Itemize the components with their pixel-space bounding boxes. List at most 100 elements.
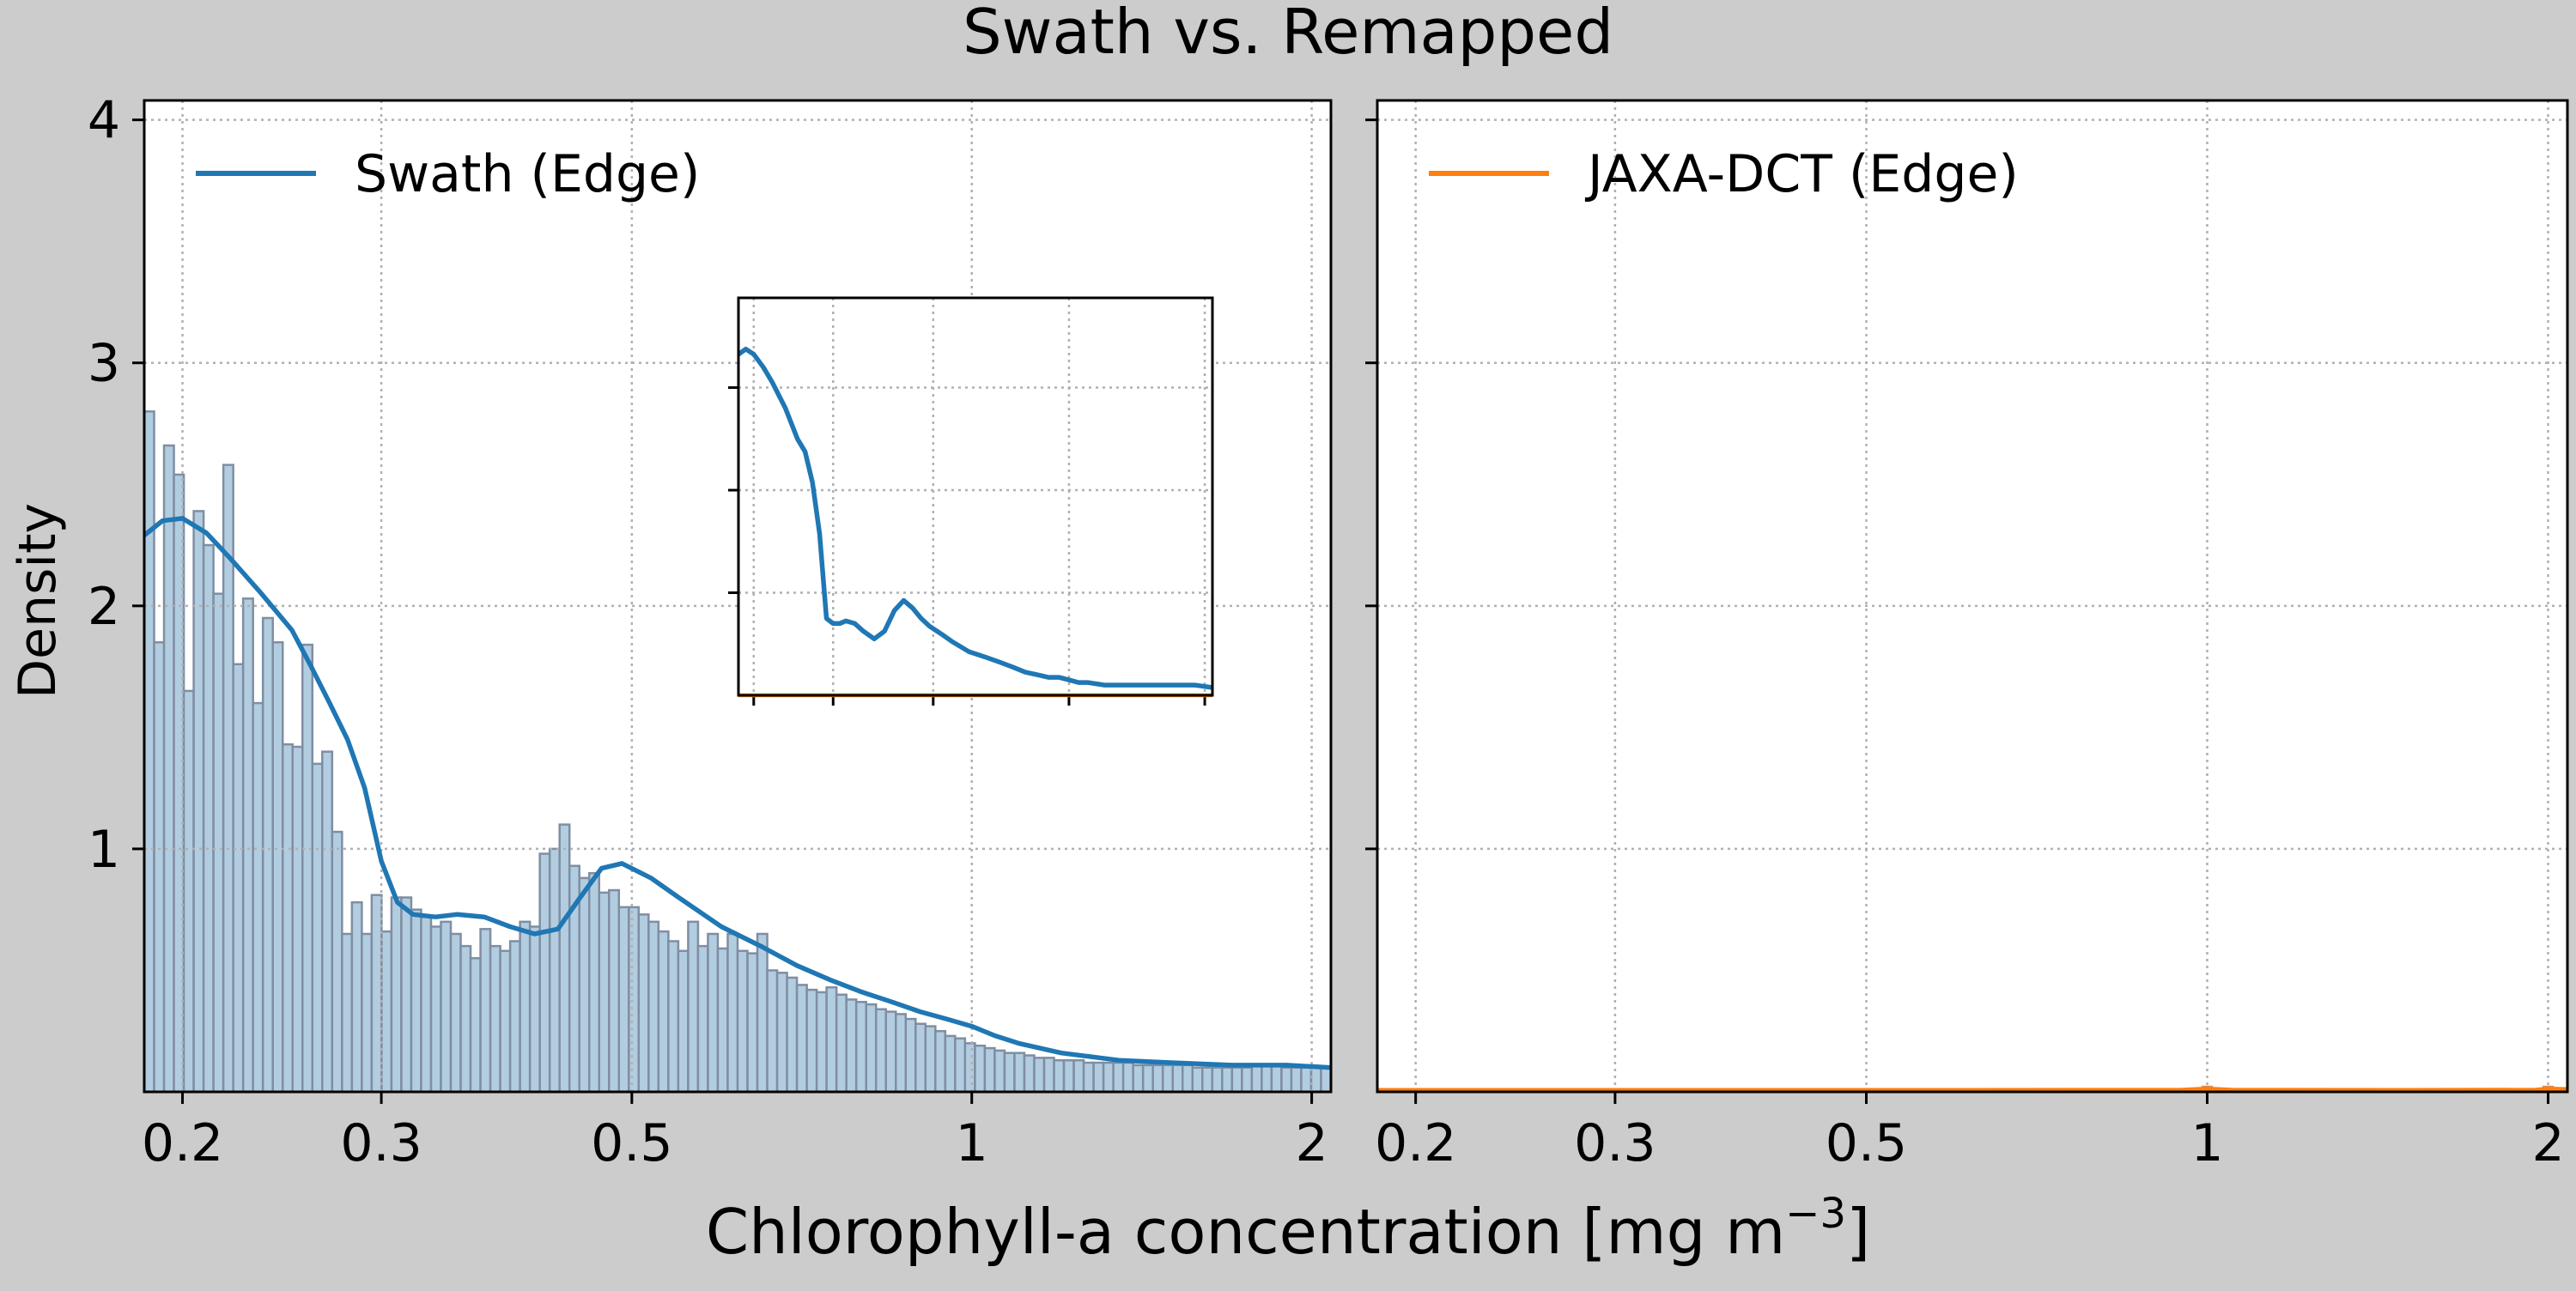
left-histogram-bar bbox=[845, 998, 858, 1094]
left-histogram-bar bbox=[341, 932, 354, 1094]
right-kde-line bbox=[1377, 1086, 2568, 1094]
left-histogram-bar bbox=[904, 1017, 917, 1094]
left-histogram-bar bbox=[895, 1013, 908, 1094]
left-histogram-bar bbox=[1171, 1064, 1184, 1094]
left-histogram-bar bbox=[1290, 1066, 1303, 1094]
left-histogram-bar bbox=[1112, 1061, 1125, 1094]
left-histogram-bar bbox=[380, 930, 393, 1094]
left-histogram-bar bbox=[993, 1049, 1006, 1094]
left-histogram-bar bbox=[795, 984, 808, 1094]
left-histogram-bar bbox=[361, 932, 374, 1094]
left-histogram-bar bbox=[1141, 1064, 1154, 1094]
left-histogram-bar bbox=[854, 1001, 867, 1094]
left-histogram-bar bbox=[707, 932, 720, 1094]
left-histogram-bar bbox=[1082, 1061, 1095, 1094]
left-histogram-bar bbox=[331, 830, 343, 1094]
left-histogram-bar bbox=[657, 930, 670, 1094]
y-axis-label: Density bbox=[8, 503, 68, 699]
left-histogram-bar bbox=[1280, 1066, 1293, 1094]
left-histogram-bar bbox=[865, 1003, 878, 1094]
left-histogram-bar bbox=[1053, 1058, 1066, 1094]
left-histogram-bar bbox=[192, 510, 205, 1094]
left-x-tick-label: 0.2 bbox=[142, 1113, 223, 1173]
left-histogram-bar bbox=[321, 750, 334, 1094]
left-histogram-bar bbox=[449, 932, 462, 1094]
left-histogram-bar bbox=[420, 915, 433, 1094]
left-histogram-bar bbox=[805, 988, 818, 1094]
left-histogram-bar bbox=[1320, 1066, 1333, 1094]
left-histogram-bar bbox=[538, 852, 551, 1094]
left-x-tick-label: 0.3 bbox=[340, 1113, 422, 1173]
figure-title: Swath vs. Remapped bbox=[963, 0, 1613, 68]
left-histogram-bar bbox=[489, 944, 501, 1094]
left-histogram-bar bbox=[667, 940, 680, 1094]
left-histogram-bar bbox=[1182, 1064, 1194, 1094]
left-histogram-bar bbox=[390, 896, 403, 1094]
left-histogram-bar bbox=[1191, 1066, 1204, 1094]
right-x-tick-label: 0.3 bbox=[1574, 1113, 1656, 1173]
inset-frame bbox=[737, 296, 1214, 697]
left-histogram-bar bbox=[528, 925, 541, 1094]
left-histogram-bar bbox=[588, 871, 601, 1094]
left-histogram-bar bbox=[212, 592, 225, 1094]
left-histogram-bar bbox=[281, 742, 295, 1094]
left-histogram-bar bbox=[786, 976, 799, 1094]
left-histogram-bar bbox=[1042, 1057, 1055, 1094]
right-x-tick-label: 1 bbox=[2190, 1113, 2223, 1173]
left-histogram-bar bbox=[1161, 1064, 1174, 1094]
left-histogram-bar bbox=[598, 891, 611, 1094]
left-histogram-bar bbox=[1250, 1064, 1263, 1094]
left-histogram-bar bbox=[696, 944, 709, 1094]
left-histogram-bar bbox=[775, 972, 788, 1094]
x-axis-label-exponent: −3 bbox=[1785, 1190, 1846, 1238]
left-histogram-bar bbox=[182, 689, 195, 1094]
left-histogram-bar bbox=[429, 925, 442, 1094]
left-kde-line bbox=[143, 516, 1332, 1070]
left-histogram-bar bbox=[232, 663, 245, 1094]
inset-series-line bbox=[737, 346, 1213, 690]
inset-panel bbox=[728, 296, 1214, 706]
left-histogram-bar bbox=[252, 701, 264, 1094]
left-histogram-bar bbox=[1221, 1066, 1234, 1094]
left-histogram-bar bbox=[173, 473, 185, 1094]
left-histogram-bar bbox=[628, 906, 641, 1094]
left-x-tick-label: 1 bbox=[956, 1113, 988, 1173]
right-x-tick-label: 0.2 bbox=[1375, 1113, 1456, 1173]
left-histogram-bar bbox=[271, 641, 284, 1094]
left-histogram-bar bbox=[617, 906, 630, 1094]
left-histogram-bar bbox=[400, 896, 413, 1094]
left-histogram-bar bbox=[459, 944, 472, 1094]
left-histogram-bar bbox=[162, 444, 175, 1094]
left-histogram-bar bbox=[874, 1008, 887, 1094]
left-histogram-bar bbox=[548, 847, 561, 1094]
left-histogram-bar bbox=[974, 1044, 987, 1094]
left-y-tick-label: 4 bbox=[88, 91, 120, 151]
left-histogram-bar bbox=[835, 993, 848, 1094]
left-y-tick-label: 1 bbox=[88, 820, 120, 880]
left-histogram-bar bbox=[815, 991, 828, 1094]
left-histogram-bar bbox=[301, 643, 314, 1094]
left-histogram-bar bbox=[1102, 1061, 1115, 1094]
left-histogram-bar bbox=[508, 940, 521, 1094]
left-x-tick-label: 2 bbox=[1296, 1113, 1328, 1173]
left-histogram-bar bbox=[756, 932, 769, 1094]
left-histogram-bar bbox=[1132, 1064, 1145, 1094]
right-frame bbox=[1376, 99, 2569, 1094]
left-histogram-bar bbox=[963, 1042, 976, 1094]
left-histogram-bar bbox=[914, 1022, 927, 1094]
left-histogram-bar bbox=[647, 920, 660, 1094]
left-histogram-bar bbox=[1151, 1064, 1164, 1094]
left-x-tick-label: 0.5 bbox=[591, 1113, 672, 1173]
left-histogram-bar bbox=[746, 952, 759, 1094]
left-histogram-bar bbox=[311, 762, 324, 1094]
left-histogram-bar bbox=[944, 1034, 957, 1094]
left-histogram-bar bbox=[1003, 1052, 1016, 1094]
left-histogram-bar bbox=[1121, 1061, 1134, 1094]
left-histogram-bar bbox=[350, 900, 363, 1094]
left-histogram-bar bbox=[637, 913, 650, 1094]
left-histogram-bar bbox=[1092, 1061, 1105, 1094]
left-histogram-bar bbox=[1270, 1064, 1283, 1094]
left-histogram-bar bbox=[1023, 1054, 1036, 1094]
